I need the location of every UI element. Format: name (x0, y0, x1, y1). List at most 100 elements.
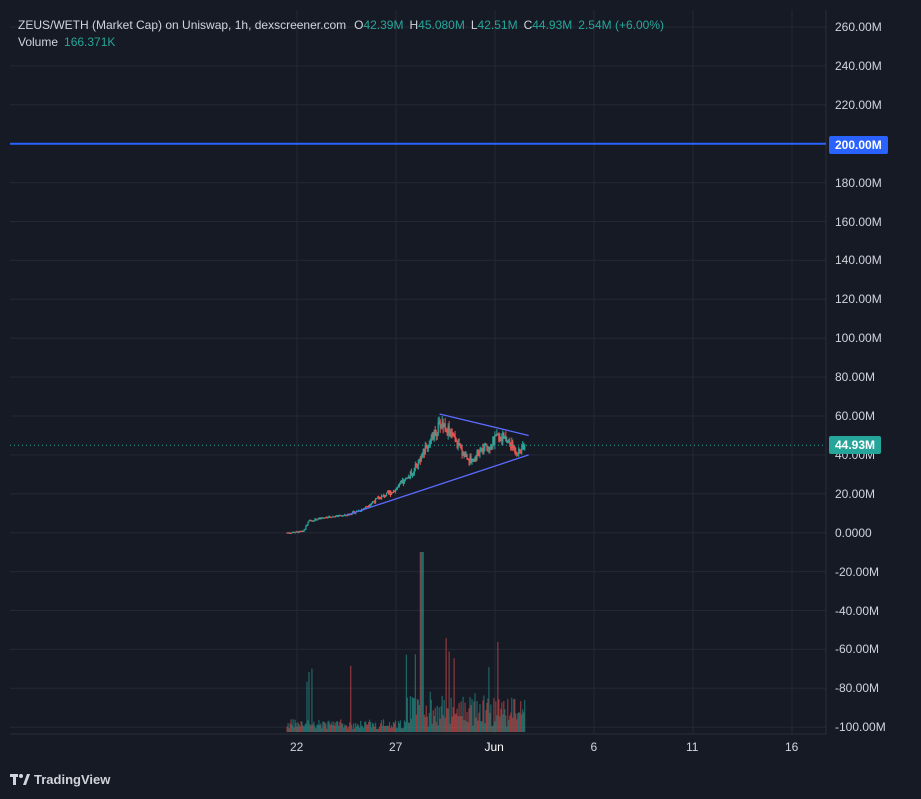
candle-body (408, 477, 410, 479)
volume-bar (503, 701, 505, 732)
candle-body (468, 459, 470, 463)
volume-bar (343, 727, 345, 732)
volume-bar (511, 697, 513, 732)
volume-bar (483, 695, 485, 732)
candle-body (436, 433, 438, 436)
candle-body (459, 443, 461, 447)
candle-body (400, 482, 403, 484)
volume-bar (440, 706, 442, 732)
low-label: L (470, 18, 478, 32)
candle-body (423, 448, 425, 455)
volume-bar (505, 715, 507, 732)
volume-bar (383, 726, 386, 732)
candle-body (509, 440, 511, 445)
volume-bar (462, 696, 464, 732)
volume-bar (342, 723, 344, 732)
volume-bar (405, 654, 407, 732)
volume-bar (401, 728, 404, 732)
volume-bar (358, 725, 360, 732)
volume-bar (500, 708, 502, 732)
price-tick-label: 160.00M (835, 214, 882, 229)
candle-body (397, 485, 400, 488)
volume-bar (311, 668, 313, 732)
candle-body (342, 515, 344, 517)
candle-body (417, 460, 419, 467)
volume-label[interactable]: Volume (18, 35, 59, 49)
candle-body (308, 520, 310, 523)
symbol-title[interactable]: ZEUS/WETH (Market Cap) on Uniswap, 1h, d… (18, 18, 347, 32)
volume-bar (369, 719, 371, 732)
volume-bar (319, 724, 321, 732)
volume-bar (308, 672, 310, 732)
candle-body (373, 501, 376, 503)
candle-body (490, 445, 492, 449)
candle-body (453, 435, 455, 437)
volume-bar (509, 715, 511, 732)
volume-bar (482, 700, 484, 732)
low-value: 42.51M (477, 18, 518, 32)
candle-body (379, 497, 382, 500)
volume-bar (361, 725, 363, 732)
volume-bar (452, 707, 454, 732)
candle-body (504, 436, 506, 439)
volume-bar (471, 699, 473, 732)
volume-bar (287, 723, 289, 732)
volume-bar (485, 710, 487, 732)
candle-body (514, 446, 516, 453)
volume-bar (469, 697, 471, 732)
volume-bar (475, 717, 477, 732)
candle-body (366, 506, 368, 508)
volume-bar (317, 724, 319, 732)
volume-bar (291, 724, 293, 732)
candle-body (384, 495, 387, 497)
volume-bar (364, 722, 366, 732)
volume-bar (422, 552, 424, 732)
candle-body (431, 433, 433, 438)
volume-bar (379, 723, 382, 732)
plot-background (10, 10, 826, 734)
volume-bar (488, 667, 490, 732)
candle-body (407, 477, 409, 479)
last-price-badge: 44.93M (829, 436, 882, 454)
candle-body (501, 437, 503, 442)
candle-body (376, 497, 379, 499)
volume-bar (403, 720, 406, 732)
volume-bar (415, 714, 417, 732)
candle-body (520, 451, 522, 453)
volume-bar (407, 722, 409, 732)
horizontal-line-price-badge: 200.00M (829, 136, 888, 154)
candle-body (516, 452, 518, 455)
candle-body (470, 455, 472, 463)
candle-body (443, 423, 445, 428)
candle-body (464, 453, 466, 457)
volume-bar (450, 697, 452, 732)
candle-body (452, 433, 454, 436)
volume-bar (375, 728, 378, 732)
volume-bar (464, 702, 466, 732)
candle-body (370, 504, 372, 506)
candle-body (412, 473, 414, 475)
candle-body (289, 532, 291, 534)
volume-bar (454, 714, 456, 732)
volume-bar (365, 721, 367, 732)
volume-bar (316, 724, 318, 732)
candle-body (435, 433, 437, 436)
candle-body (461, 448, 463, 456)
volume-bar (326, 728, 328, 732)
candle-body (469, 455, 471, 463)
volume-bar (433, 716, 435, 732)
candle-body (523, 445, 525, 450)
volume-bar (520, 701, 522, 732)
trendline (439, 413, 529, 437)
tradingview-logo[interactable]: TradingView (10, 772, 110, 787)
candle-body (393, 490, 396, 492)
candle-body (390, 492, 393, 495)
candle-body (440, 424, 442, 428)
candle-body (415, 464, 417, 466)
candle-body (364, 507, 366, 509)
candle-body (442, 421, 444, 428)
candle-body (524, 445, 526, 450)
candle-body (458, 442, 460, 444)
candle-body (475, 456, 477, 461)
